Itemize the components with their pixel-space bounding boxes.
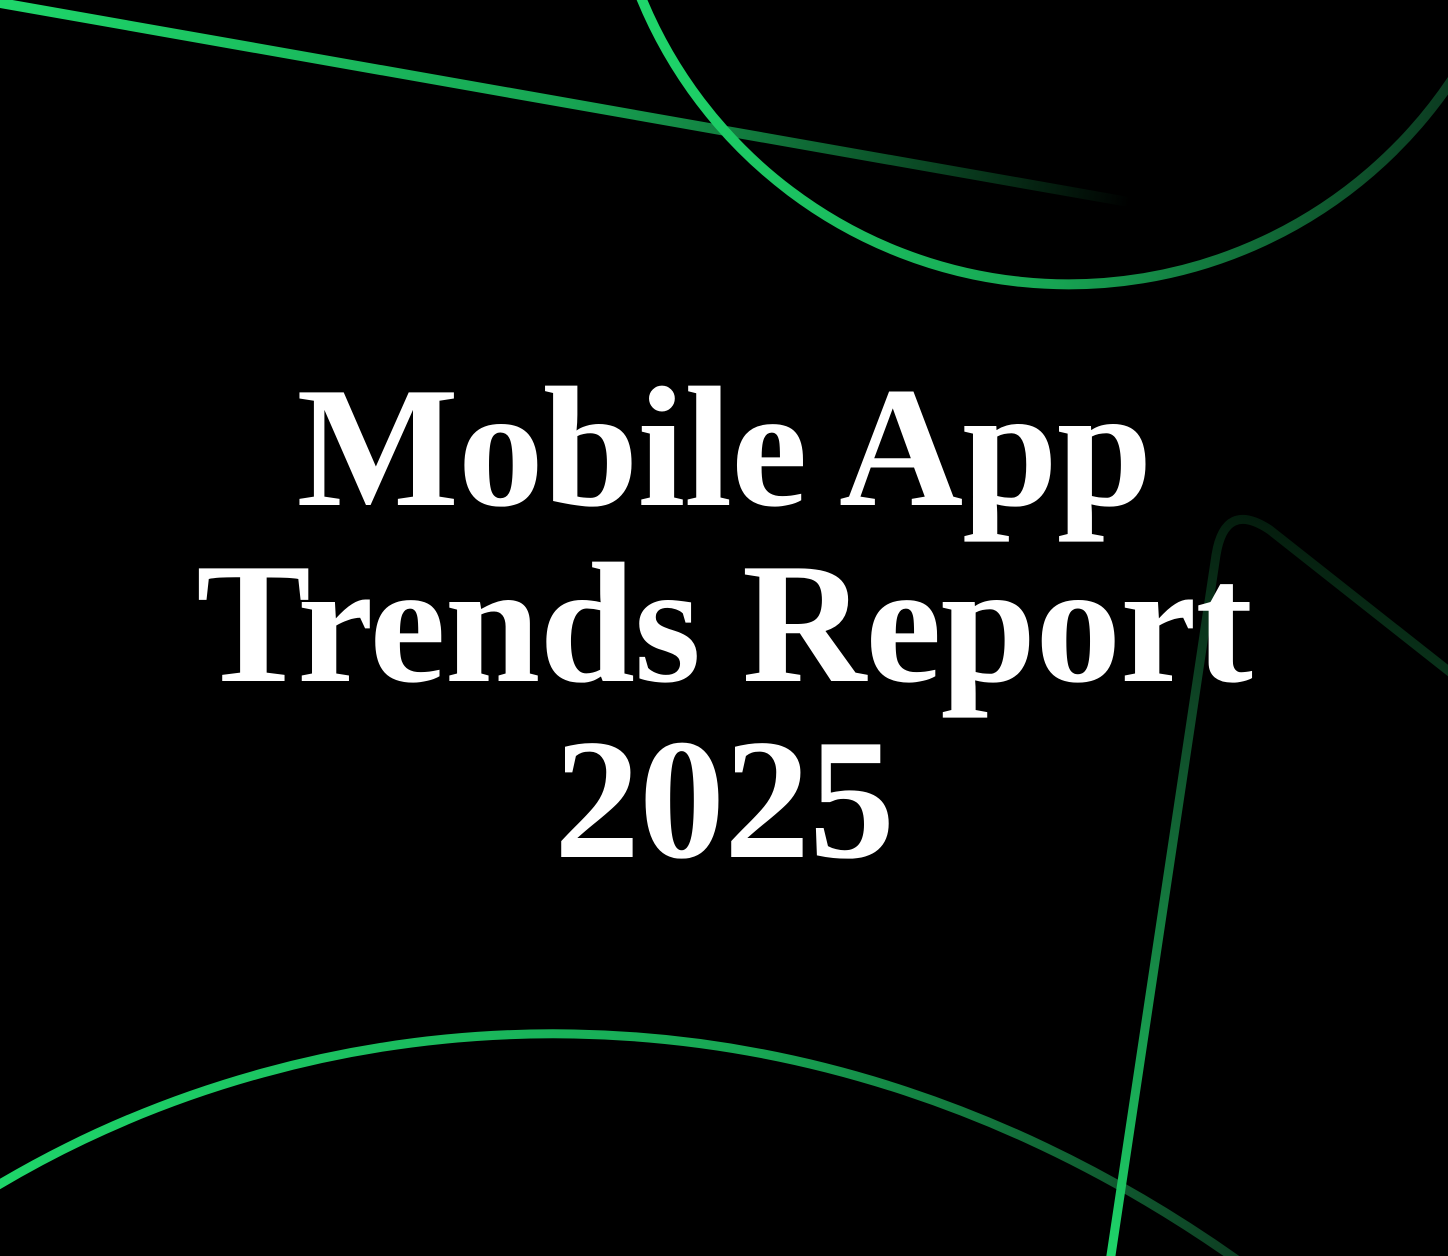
top-arc (636, 0, 1448, 290)
diagonal-line (0, 0, 1141, 209)
bottom-arc (0, 1029, 1240, 1256)
angled-line (1106, 515, 1448, 1256)
title-line-3: 2025 (554, 705, 895, 895)
report-title: Mobile App Trends Report 2025 (0, 360, 1448, 888)
title-line-1: Mobile App (296, 353, 1153, 543)
title-line-2: Trends Report (196, 529, 1253, 719)
